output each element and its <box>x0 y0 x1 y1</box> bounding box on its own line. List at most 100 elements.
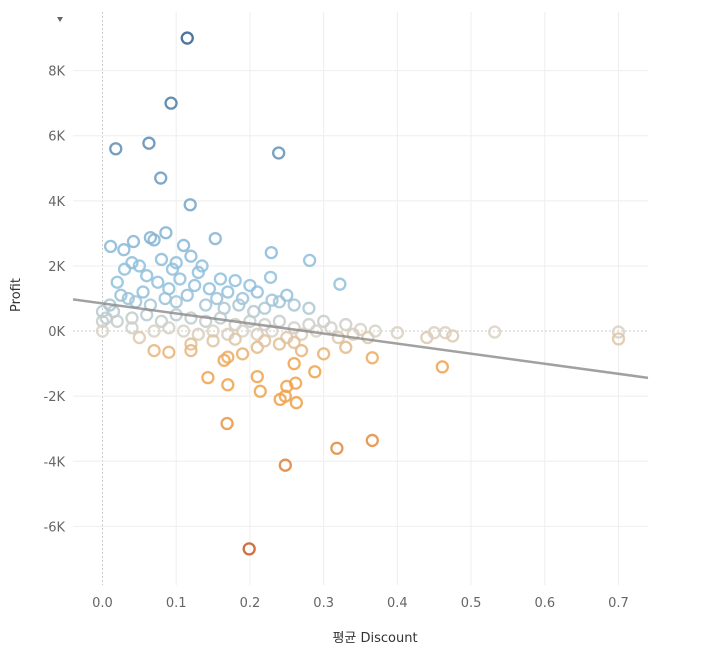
data-point[interactable] <box>253 384 267 398</box>
data-point[interactable] <box>210 291 224 306</box>
data-point[interactable] <box>287 335 301 350</box>
data-point[interactable] <box>184 337 198 351</box>
data-point[interactable] <box>361 330 375 345</box>
data-point[interactable] <box>125 311 139 325</box>
data-point[interactable] <box>195 259 209 273</box>
data-point[interactable] <box>288 376 303 390</box>
data-point[interactable] <box>365 433 379 448</box>
data-point[interactable] <box>132 330 146 345</box>
data-point[interactable] <box>151 275 165 289</box>
data-point[interactable] <box>611 325 626 339</box>
data-point[interactable] <box>264 245 278 260</box>
data-point[interactable] <box>250 369 264 384</box>
data-point[interactable] <box>287 298 301 312</box>
data-point[interactable] <box>183 198 197 212</box>
data-point[interactable] <box>232 298 246 312</box>
data-point[interactable] <box>121 291 135 306</box>
data-point[interactable] <box>368 324 382 338</box>
data-point[interactable] <box>316 314 331 328</box>
data-point[interactable] <box>206 334 220 348</box>
data-point[interactable] <box>289 396 304 410</box>
data-point[interactable] <box>136 285 150 299</box>
data-point[interactable] <box>302 253 317 268</box>
data-point[interactable] <box>202 282 217 296</box>
data-point[interactable] <box>176 324 191 338</box>
data-point[interactable] <box>272 295 287 309</box>
sort-dropdown-icon[interactable] <box>57 17 63 22</box>
data-point[interactable] <box>242 542 256 556</box>
data-point[interactable] <box>206 324 220 338</box>
data-point[interactable] <box>258 334 272 348</box>
data-point[interactable] <box>445 329 460 343</box>
data-point[interactable] <box>154 252 169 267</box>
data-point[interactable] <box>346 327 360 341</box>
data-point[interactable] <box>265 293 279 307</box>
data-point[interactable] <box>243 278 257 293</box>
data-point[interactable] <box>125 256 139 270</box>
data-point[interactable] <box>147 233 161 247</box>
data-point[interactable] <box>109 142 123 156</box>
data-point[interactable] <box>142 136 156 150</box>
data-point[interactable] <box>169 295 183 309</box>
data-point[interactable] <box>95 314 110 328</box>
data-point[interactable] <box>162 321 176 335</box>
data-point[interactable] <box>117 243 131 257</box>
data-point[interactable] <box>126 234 141 249</box>
data-point[interactable] <box>302 301 316 315</box>
data-point[interactable] <box>278 389 292 403</box>
data-point[interactable] <box>272 337 287 351</box>
data-point[interactable] <box>250 285 264 299</box>
data-point[interactable] <box>114 288 128 302</box>
data-point[interactable] <box>250 327 264 341</box>
data-point[interactable] <box>302 317 316 332</box>
data-point[interactable] <box>213 272 228 286</box>
data-point[interactable] <box>272 146 286 160</box>
data-point[interactable] <box>365 351 379 365</box>
data-point[interactable] <box>125 321 139 335</box>
data-point[interactable] <box>330 441 344 455</box>
data-point[interactable] <box>235 291 250 306</box>
data-point[interactable] <box>324 321 338 335</box>
data-point[interactable] <box>169 256 183 270</box>
data-point[interactable] <box>180 31 194 45</box>
data-point[interactable] <box>110 275 124 289</box>
data-point[interactable] <box>294 327 309 341</box>
data-point[interactable] <box>217 353 231 368</box>
data-point[interactable] <box>180 288 194 302</box>
data-point[interactable] <box>228 317 242 332</box>
data-point[interactable] <box>184 311 198 325</box>
data-point[interactable] <box>272 314 287 328</box>
data-point[interactable] <box>488 325 502 339</box>
data-point[interactable] <box>162 345 176 359</box>
data-point[interactable] <box>339 340 353 354</box>
data-point[interactable] <box>263 270 278 284</box>
data-point[interactable] <box>158 291 172 306</box>
data-point[interactable] <box>95 304 110 319</box>
data-point[interactable] <box>316 347 331 361</box>
data-point[interactable] <box>294 343 309 358</box>
data-point[interactable] <box>191 265 205 280</box>
data-point[interactable] <box>184 343 198 358</box>
data-point[interactable] <box>280 288 294 302</box>
data-point[interactable] <box>250 340 264 354</box>
data-point[interactable] <box>103 239 118 254</box>
data-point[interactable] <box>147 343 161 358</box>
data-point[interactable] <box>435 360 449 374</box>
data-point[interactable] <box>390 326 405 340</box>
data-point[interactable] <box>184 249 198 263</box>
data-point[interactable] <box>308 365 322 379</box>
data-point[interactable] <box>221 350 235 364</box>
data-point[interactable] <box>173 272 187 286</box>
data-point[interactable] <box>95 324 110 338</box>
data-point[interactable] <box>201 370 215 385</box>
data-point[interactable] <box>228 332 242 346</box>
data-point[interactable] <box>243 314 257 328</box>
data-point[interactable] <box>110 314 124 328</box>
data-point[interactable] <box>287 356 301 371</box>
data-point[interactable] <box>235 347 250 361</box>
data-point[interactable] <box>221 285 235 299</box>
data-point[interactable] <box>140 269 154 283</box>
data-point[interactable] <box>339 317 353 332</box>
data-point[interactable] <box>164 96 178 110</box>
data-point[interactable] <box>208 231 222 246</box>
